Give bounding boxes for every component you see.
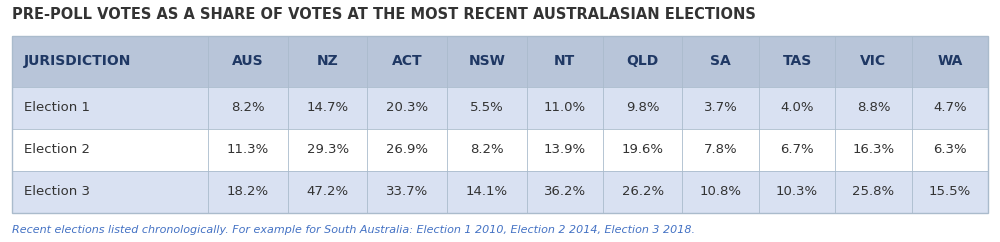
Bar [12, 87, 208, 129]
Bar [759, 87, 835, 129]
Bar [682, 129, 759, 171]
Bar [288, 171, 367, 213]
Bar [527, 171, 603, 213]
Text: 8.2%: 8.2% [231, 101, 265, 114]
Text: AUS: AUS [232, 54, 264, 68]
Text: 15.5%: 15.5% [929, 185, 971, 198]
Text: Election 2: Election 2 [24, 143, 90, 156]
Bar [12, 36, 208, 87]
Text: NZ: NZ [317, 54, 338, 68]
Bar [912, 87, 988, 129]
Text: NT: NT [554, 54, 575, 68]
Text: 25.8%: 25.8% [852, 185, 894, 198]
Text: 7.8%: 7.8% [704, 143, 737, 156]
Text: 5.5%: 5.5% [470, 101, 504, 114]
Text: 16.3%: 16.3% [852, 143, 894, 156]
Bar [835, 87, 912, 129]
Bar [208, 171, 288, 213]
Bar [527, 87, 603, 129]
Bar [208, 87, 288, 129]
Text: Election 1: Election 1 [24, 101, 90, 114]
Text: 6.3%: 6.3% [933, 143, 967, 156]
Text: ACT: ACT [392, 54, 422, 68]
Text: 20.3%: 20.3% [386, 101, 428, 114]
Bar [288, 36, 367, 87]
Bar [12, 171, 208, 213]
Bar [447, 171, 527, 213]
Bar [447, 87, 527, 129]
Bar [835, 129, 912, 171]
Bar [603, 129, 682, 171]
Text: JURISDICTION: JURISDICTION [24, 54, 131, 68]
Bar [527, 36, 603, 87]
Bar [603, 87, 682, 129]
Text: 14.7%: 14.7% [307, 101, 349, 114]
Bar [208, 129, 288, 171]
Text: 4.0%: 4.0% [780, 101, 814, 114]
Bar [367, 129, 447, 171]
Text: TAS: TAS [782, 54, 812, 68]
Text: 10.3%: 10.3% [776, 185, 818, 198]
Bar [912, 36, 988, 87]
Text: 13.9%: 13.9% [544, 143, 586, 156]
Bar [447, 129, 527, 171]
Text: Recent elections listed chronologically. For example for South Australia: Electi: Recent elections listed chronologically.… [12, 225, 695, 235]
Bar [367, 87, 447, 129]
Text: 3.7%: 3.7% [704, 101, 738, 114]
Text: 9.8%: 9.8% [626, 101, 659, 114]
Text: 26.2%: 26.2% [622, 185, 664, 198]
Text: QLD: QLD [627, 54, 659, 68]
Text: WA: WA [937, 54, 962, 68]
Bar [835, 171, 912, 213]
Bar [835, 36, 912, 87]
Bar [912, 171, 988, 213]
Bar [682, 36, 759, 87]
Text: 33.7%: 33.7% [386, 185, 428, 198]
Bar [12, 129, 208, 171]
Bar [682, 171, 759, 213]
Bar [759, 36, 835, 87]
Text: 8.8%: 8.8% [857, 101, 890, 114]
Text: 10.8%: 10.8% [700, 185, 742, 198]
Bar [288, 87, 367, 129]
Text: 11.0%: 11.0% [544, 101, 586, 114]
Text: 18.2%: 18.2% [227, 185, 269, 198]
Bar [682, 87, 759, 129]
Text: NSW: NSW [468, 54, 505, 68]
Bar [367, 36, 447, 87]
Bar [603, 171, 682, 213]
Text: 19.6%: 19.6% [622, 143, 664, 156]
Text: 4.7%: 4.7% [933, 101, 967, 114]
Text: 47.2%: 47.2% [307, 185, 349, 198]
Bar [603, 36, 682, 87]
Text: 26.9%: 26.9% [386, 143, 428, 156]
Bar [208, 36, 288, 87]
Text: 11.3%: 11.3% [227, 143, 269, 156]
Bar [527, 129, 603, 171]
Text: Election 3: Election 3 [24, 185, 90, 198]
Text: SA: SA [710, 54, 731, 68]
Text: PRE-POLL VOTES AS A SHARE OF VOTES AT THE MOST RECENT AUSTRALASIAN ELECTIONS: PRE-POLL VOTES AS A SHARE OF VOTES AT TH… [12, 7, 756, 22]
Text: 14.1%: 14.1% [466, 185, 508, 198]
Text: 29.3%: 29.3% [307, 143, 349, 156]
Bar [447, 36, 527, 87]
Bar [288, 129, 367, 171]
Text: VIC: VIC [860, 54, 886, 68]
Text: 6.7%: 6.7% [780, 143, 814, 156]
Text: 8.2%: 8.2% [470, 143, 504, 156]
Text: 36.2%: 36.2% [544, 185, 586, 198]
Bar [759, 171, 835, 213]
Bar [367, 171, 447, 213]
Bar [912, 129, 988, 171]
Bar [759, 129, 835, 171]
